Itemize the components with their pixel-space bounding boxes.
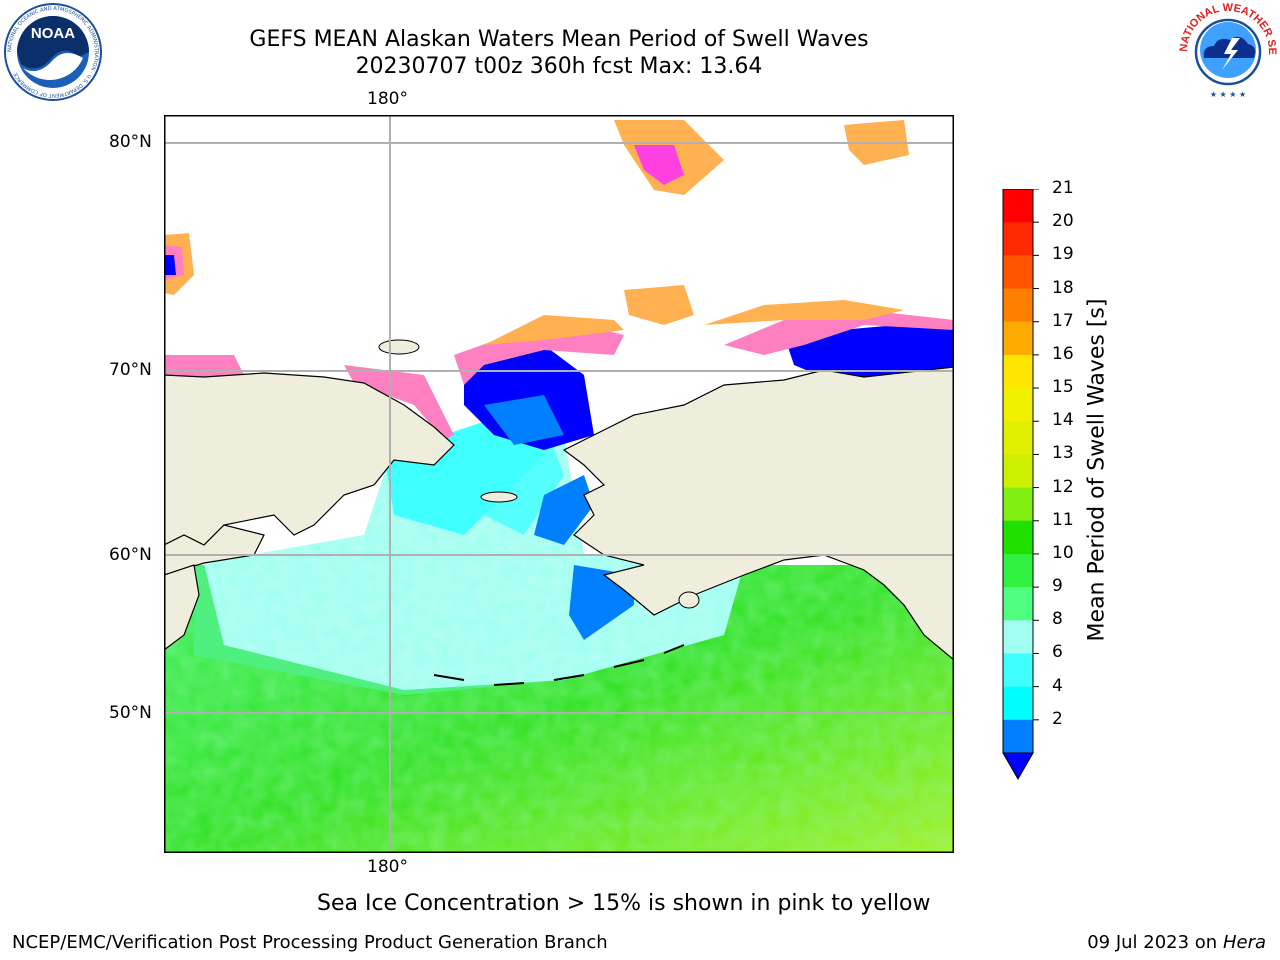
colorbar-bin	[1003, 421, 1033, 455]
footer-machine: Hera	[1222, 932, 1266, 953]
map-title: GEFS MEAN Alaskan Waters Mean Period of …	[249, 27, 869, 52]
colorbar-bin	[1003, 686, 1033, 721]
sea-ice-beaufort	[724, 310, 954, 355]
colorbar-bin	[1003, 454, 1033, 489]
footer-date-text: 09 Jul 2023 on	[1087, 932, 1223, 953]
graticule	[164, 115, 954, 853]
colorbar-tick-label: 17	[1052, 310, 1074, 331]
colorbar-bin	[1003, 719, 1033, 754]
colorbar-bin	[1003, 520, 1033, 555]
noaa-logo: NOAA NATIONAL OCEANIC AND ATMOSPHERIC AD…	[4, 3, 102, 101]
colorbar-tick-label: 12	[1052, 476, 1074, 497]
colorbar-tick-label: 13	[1052, 443, 1074, 464]
colorbar-extend-min	[1002, 752, 1034, 781]
kodiak-island	[678, 591, 700, 609]
colorbar-tick-label: 18	[1052, 277, 1074, 298]
colorbar-label: Mean Period of Swell Waves [s]	[1084, 298, 1110, 642]
colorbar-tick-label: 14	[1052, 410, 1074, 431]
lon-label-top: 180°	[367, 89, 408, 109]
lat-label-80: 80°N	[109, 132, 152, 152]
lon-label-bottom: 180°	[367, 857, 408, 877]
colorbar-tick-label: 19	[1052, 244, 1074, 265]
st-lawrence-island	[480, 491, 518, 503]
colorbar-bin	[1003, 653, 1033, 688]
colorbar-bin	[1003, 255, 1033, 290]
sea-ice-north	[624, 285, 694, 325]
colorbar-tick-label: 4	[1052, 675, 1063, 696]
colorbar-bin	[1003, 189, 1033, 223]
colorbar-bin	[1003, 620, 1033, 654]
colorbar-tick-label: 15	[1052, 377, 1074, 398]
colorbar-bin	[1003, 354, 1033, 389]
colorbar-bin	[1003, 487, 1033, 522]
colorbar-tick-label: 2	[1052, 708, 1063, 729]
colorbar	[1002, 189, 1039, 781]
nws-logo: NATIONAL WEATHER SERVICE ★ ★ ★ ★	[1178, 2, 1278, 99]
svg-text:★ ★ ★ ★: ★ ★ ★ ★	[1210, 90, 1246, 99]
colorbar-tick-label: 10	[1052, 542, 1074, 563]
aleutian-islands	[433, 644, 685, 686]
colorbar-bin	[1003, 321, 1033, 356]
noaa-logo-text: NOAA	[31, 25, 75, 42]
colorbar-bin	[1003, 388, 1033, 422]
colorbar-bin	[1003, 288, 1033, 323]
wrangel-island	[378, 339, 420, 355]
colorbar-bin	[1003, 587, 1033, 621]
map-subtitle: 20230707 t00z 360h fcst Max: 13.64	[355, 54, 763, 79]
caption-text: Sea Ice Concentration > 15% is shown in …	[317, 891, 931, 916]
colorbar-bin	[1003, 222, 1033, 256]
footer-date: 09 Jul 2023 on Hera	[1087, 932, 1266, 953]
land-alaska	[562, 366, 954, 661]
lat-label-60: 60°N	[109, 545, 152, 565]
colorbar-tick-label: 8	[1052, 609, 1063, 630]
colorbar-frame	[1002, 189, 1034, 754]
colorbar-tick-label: 16	[1052, 343, 1074, 364]
lat-label-70: 70°N	[109, 360, 152, 380]
footer-credit: NCEP/EMC/Verification Post Processing Pr…	[12, 932, 608, 953]
colorbar-tick-label: 6	[1052, 642, 1063, 663]
colorbar-tick-label: 11	[1052, 509, 1074, 530]
lat-label-50: 50°N	[109, 703, 152, 723]
map-panel	[164, 115, 954, 853]
colorbar-tick-label: 20	[1052, 211, 1074, 232]
colorbar-bin	[1003, 553, 1033, 588]
colorbar-tick-label: 21	[1052, 178, 1074, 198]
map-frame	[164, 115, 954, 853]
colorbar-tick-label: 9	[1052, 576, 1063, 597]
